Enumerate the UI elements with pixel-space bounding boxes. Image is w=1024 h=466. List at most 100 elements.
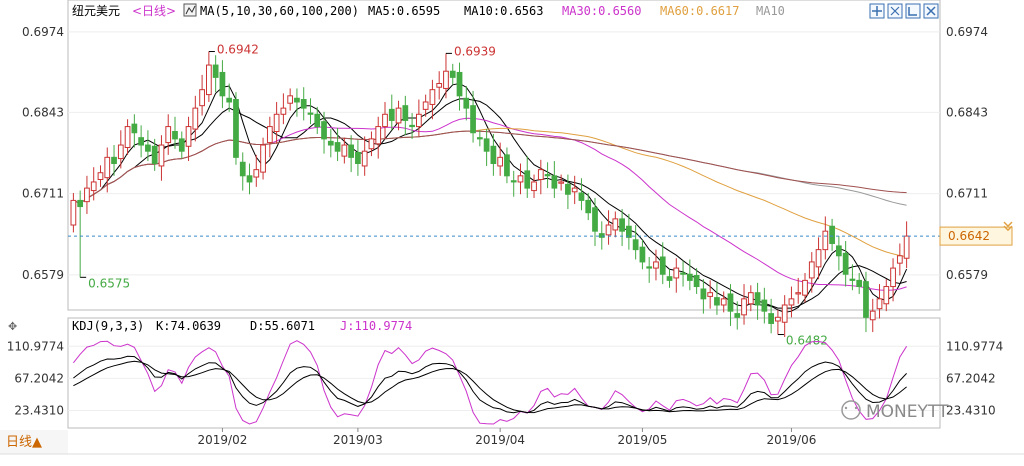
candle-body [612,218,619,231]
instrument-name: 纽元美元 [72,4,120,18]
price-tick-right: 0.6579 [946,268,988,282]
x-axis: 2019/02 2019/03 2019/04 2019/05 2019/06 [197,428,816,447]
zoom-in-icon[interactable] [887,3,903,19]
candle-body [598,233,605,238]
candle-body [775,316,781,322]
move-icon[interactable] [869,3,885,19]
candle-body [795,292,802,295]
candle-body [294,97,300,103]
candle-body [497,156,504,167]
candle-body [476,137,483,140]
candle-body [361,150,368,167]
candle-body [368,138,375,150]
candle-body [869,310,876,321]
candle-body [185,126,192,147]
period-label[interactable]: <日线> [132,4,176,18]
ma10-value: MA10:0.6563 [464,4,543,18]
candle-body [592,207,598,232]
indicator-settings-glyph [185,5,196,15]
candle-body [585,199,592,214]
candle-body [117,144,124,160]
candle-body [829,225,835,244]
price-tick-right: 0.6843 [946,105,988,119]
candle-body [686,273,693,281]
candle-body [287,95,294,104]
candle-body [659,256,666,275]
candle-body [260,144,266,173]
price-annotation: 0.6942 [217,43,259,57]
x-tick-label: 2019/04 [475,433,525,447]
candle-body [239,161,246,177]
candle-body [544,174,551,177]
candle-body [84,187,90,203]
price-tick-left: 0.6843 [22,105,64,119]
price-annotation: 0.6482 [786,334,828,348]
candle-body [470,105,476,134]
kdj-indicator: KDJ(9,3,3) [72,319,144,333]
candle-body [429,89,436,105]
candle-body [266,126,273,144]
candle-body [863,281,869,318]
candle-body [531,181,537,192]
kdj-tick-right: 110.9774 [946,339,1003,353]
ma-indicator: MA(5,10,30,60,100,200) [200,4,359,18]
kdj-k-value: K:74.0639 [156,319,221,333]
period-button[interactable]: 日线▲ [6,435,42,450]
price-annotations: 0.6942 0.6939 0.6575 0.6482 [80,43,828,348]
kdj-panel [67,317,941,429]
price-tick-left: 0.6974 [22,25,64,39]
candle-body [456,71,463,97]
candle-body [524,170,531,189]
candle-body [246,175,253,183]
candle-body [673,267,680,279]
candle-body [375,126,382,145]
candle-body [761,299,768,312]
zoom-out-icon[interactable] [905,3,921,19]
kdj-d-value: D:55.6071 [250,319,315,333]
candle-body [551,175,558,189]
candle-body [808,261,815,279]
candle-body [815,249,822,268]
x-tick-label: 2019/03 [333,433,383,447]
ma10-line [73,98,907,309]
kdj-tick-left: 23.4310 [14,403,64,417]
candle-body [443,70,449,89]
candle-body [666,276,673,281]
current-price-label: 0.6642 [948,229,990,243]
ma5-value: MA5:0.6595 [368,4,440,18]
candle-body [138,137,145,146]
candle-body [700,288,707,300]
candle-body [341,144,348,157]
candle-body [104,156,111,179]
watermark: MONEYTT [841,400,949,422]
candle-body [355,151,361,164]
candle-body [720,298,727,306]
candle-body [253,169,260,178]
candle-body [822,230,829,251]
candle-body [436,83,443,88]
candle-body [693,274,700,288]
candle-body [788,298,795,306]
candle-body [395,107,402,124]
candle-body [422,101,429,110]
candle-body [890,267,896,288]
candle-body [517,175,524,183]
candle-body [463,97,470,109]
candle-body [192,107,199,130]
candle-body [382,113,388,128]
candle-body [605,224,612,236]
candle-body [842,252,849,275]
candle-body [300,99,307,109]
close-icon[interactable] [923,3,939,19]
candle-body [111,156,117,164]
candle-body [124,126,131,149]
candle-body [619,218,625,232]
candle-body [504,154,510,177]
candle-body [707,292,714,297]
kdj-panel-icon: ✥ [8,320,17,333]
candle-body [402,105,409,121]
kdj-axis: 110.9774 110.9774 67.2042 67.2042 23.4310 23.… [7,339,1004,417]
candle-body [639,246,646,263]
